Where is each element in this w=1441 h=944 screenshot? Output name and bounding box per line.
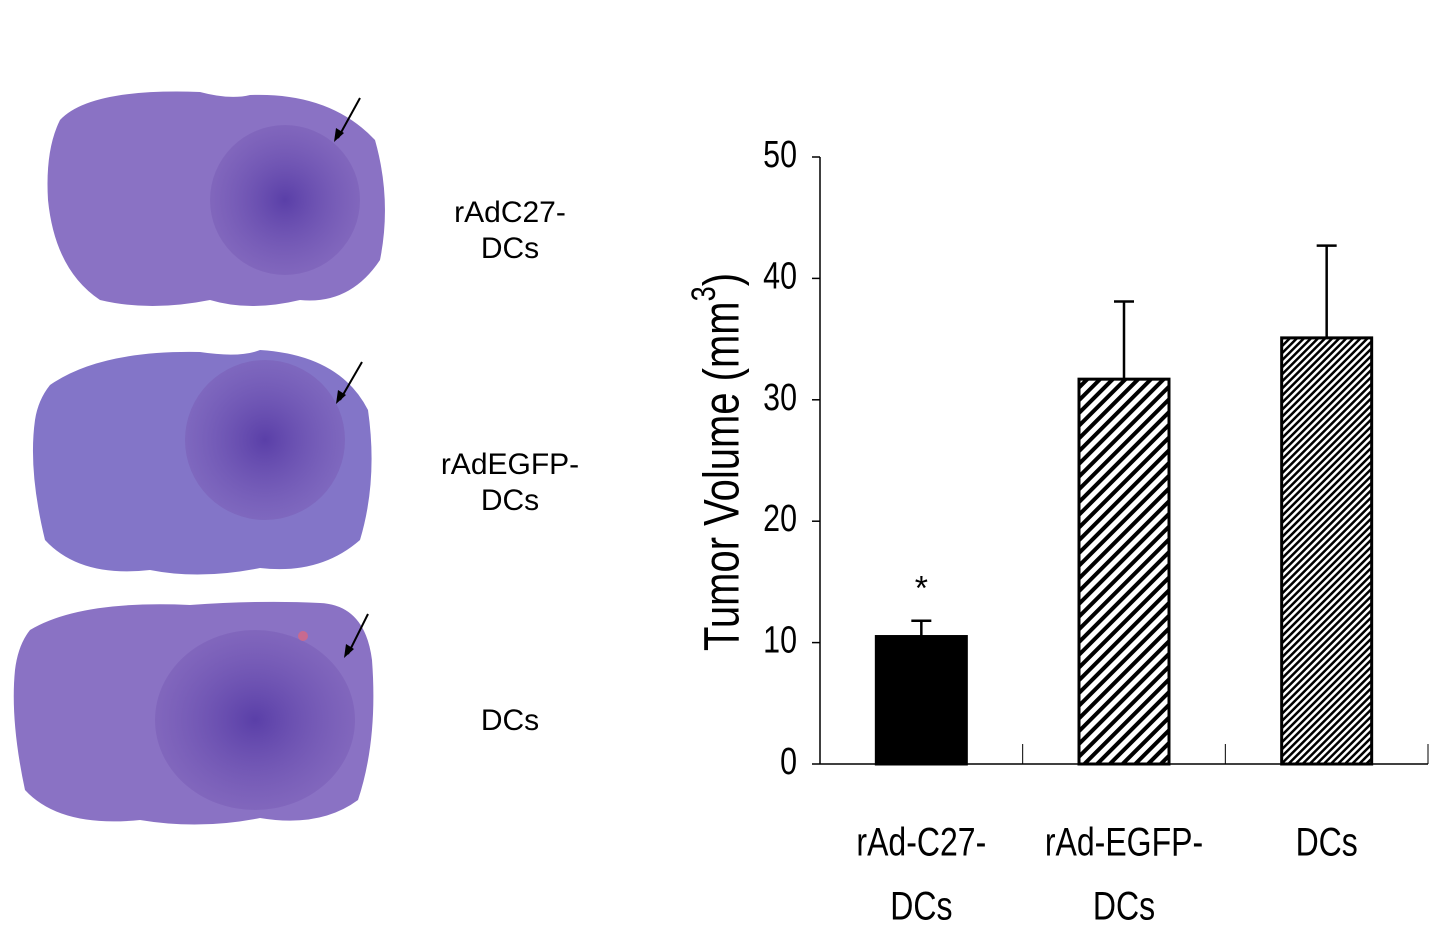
chart: 0 10 20 30 40 50 Tumor Volume (mm3) rAd-C27- DCs… xyxy=(684,134,1429,928)
panel-label: DCs xyxy=(481,704,539,737)
brain-section xyxy=(32,350,372,575)
brain-section xyxy=(13,601,374,825)
panel-label: DCs xyxy=(481,484,539,517)
annotation: * xyxy=(915,570,928,608)
panel-label: rAdEGFP- xyxy=(441,448,579,481)
y-axis-label-part: ) xyxy=(693,273,749,286)
y-axis-label: Tumor Volume (mm3) xyxy=(684,273,750,651)
x-tick-label: DCs xyxy=(890,883,952,928)
panel-label: DCs xyxy=(481,232,539,265)
x-tick-label: DCs xyxy=(1296,819,1358,864)
y-tick-label: 20 xyxy=(763,498,797,540)
panel-label: rAdC27- xyxy=(454,196,566,229)
y-tick-label: 0 xyxy=(780,741,797,783)
x-tick-label: rAd-C27- xyxy=(856,819,986,864)
y-axis-label-part: Tumor Volume (mm xyxy=(693,301,749,651)
y-tick-label: 40 xyxy=(763,255,797,297)
bar xyxy=(1280,336,1374,766)
y-tick-label: 30 xyxy=(763,377,797,419)
y-axis-label-part: 3 xyxy=(684,286,723,301)
x-tick-label: rAd-EGFP- xyxy=(1045,819,1203,864)
y-tick-label: 50 xyxy=(763,134,797,176)
bar xyxy=(874,635,968,766)
bar xyxy=(1077,377,1171,766)
y-tick-label: 10 xyxy=(763,620,797,662)
brain-section xyxy=(47,91,385,306)
x-tick-label: DCs xyxy=(1093,883,1155,928)
